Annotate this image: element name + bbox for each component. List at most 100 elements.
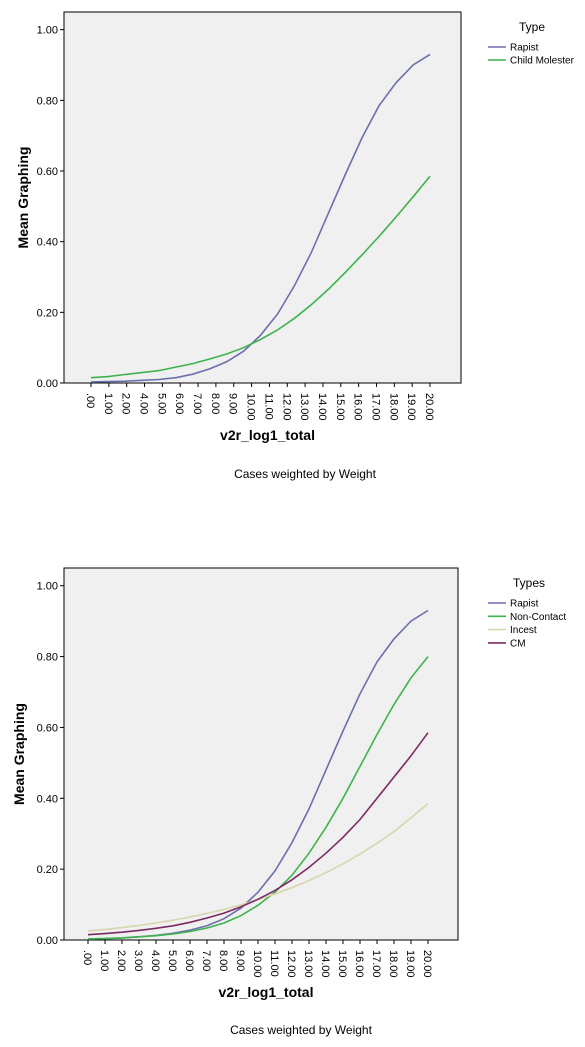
data-point [376,843,377,844]
x-axis-label: v2r_log1_total [220,427,315,443]
data-point [192,374,193,375]
series-line-non-contact [87,656,429,940]
data-point [138,936,139,937]
data-point [393,776,394,777]
x-tick-label: 20.00 [421,950,433,978]
x-tick-label: 12.00 [285,950,297,978]
data-point [342,837,343,838]
y-axis-label: Mean Graphing [15,147,31,249]
data-point [359,819,360,820]
y-tick-label: 0.60 [37,722,58,734]
data-point [90,381,91,382]
data-point [138,925,139,926]
data-point [274,870,275,871]
data-point [308,880,309,881]
data-point [291,879,292,880]
data-point [240,906,241,907]
data-point [410,621,411,622]
data-point [158,379,159,380]
data-point [410,677,411,678]
y-tick-label: 0.00 [37,378,58,390]
data-point [274,890,275,891]
data-point [107,381,108,382]
legend-label: Incest [510,625,537,636]
x-tick-label: 4.00 [149,950,161,971]
x-tick-label: 19.00 [404,950,416,978]
x-tick-label: 16.00 [353,950,365,978]
y-tick-label: 0.40 [37,793,58,805]
data-point [410,755,411,756]
data-point [87,934,88,935]
data-point [328,289,329,290]
x-tick-label: 10.00 [251,950,263,978]
data-point [104,933,105,934]
data-point [311,252,312,253]
data-point [376,661,377,662]
y-tick-label: 0.20 [37,307,58,319]
plot-area [63,11,462,384]
data-point [223,918,224,919]
data-point [362,254,363,255]
data-point [291,887,292,888]
data-point [155,935,156,936]
data-point [90,377,91,378]
data-point [359,693,360,694]
data-point [226,353,227,354]
data-point [274,892,275,893]
data-point [121,937,122,938]
footnote: Cases weighted by Weight [234,467,377,481]
chart-1: 0.00 0.20 0.40 0.60 0.80 1.00 .00 1.00 2.00 4.00 5… [15,11,575,481]
x-tick-label: 3.00 [132,950,144,971]
data-point [206,927,207,928]
data-point [158,370,159,371]
legend-label: Non-Contact [510,612,566,623]
x-tick-label: 4.00 [138,393,150,414]
data-point [376,734,377,735]
y-tick-label: 0.00 [37,935,58,947]
footnote: Cases weighted by Weight [230,1023,373,1037]
y-tick-label: 0.60 [37,166,58,178]
x-tick-label: 6.00 [183,950,195,971]
data-point [124,374,125,375]
data-point [121,932,122,933]
data-point [155,922,156,923]
data-point [172,925,173,926]
x-tick-label: 8.00 [217,950,229,971]
x-tick-label: 11.00 [268,950,280,977]
data-point [308,867,309,868]
x-tick-label: 15.00 [336,950,348,978]
data-point [189,931,190,932]
data-point [189,922,190,923]
data-point [206,917,207,918]
data-point [277,329,278,330]
data-point [274,893,275,894]
series-line-child-molester [90,175,431,379]
legend-title: Type [519,20,545,34]
x-tick-label: 6.00 [173,393,185,414]
data-point [342,730,343,731]
y-axis-label: Mean Graphing [11,703,27,805]
data-point [209,358,210,359]
data-point [393,831,394,832]
y-tick-label: 0.80 [37,95,58,107]
x-tick-label: 12.00 [280,393,292,421]
x-tick-label: 7.00 [200,950,212,971]
x-tick-label: 2.00 [115,950,127,971]
data-point [121,927,122,928]
x-tick-label: 20.00 [423,393,435,421]
data-point [223,922,224,923]
data-point [427,732,428,733]
data-point [393,704,394,705]
x-tick-label: 1.00 [98,950,110,971]
x-tick-label: 1.00 [102,393,114,414]
x-tick-label: 17.00 [370,950,382,978]
data-point [209,368,210,369]
x-tick-label: 8.00 [209,393,221,414]
data-point [240,904,241,905]
x-tick-label: 14.00 [316,393,328,421]
y-tick-label: 0.20 [37,864,58,876]
x-tick-label: 13.00 [298,393,310,421]
data-point [345,174,346,175]
data-point [325,853,326,854]
data-point [325,827,326,828]
